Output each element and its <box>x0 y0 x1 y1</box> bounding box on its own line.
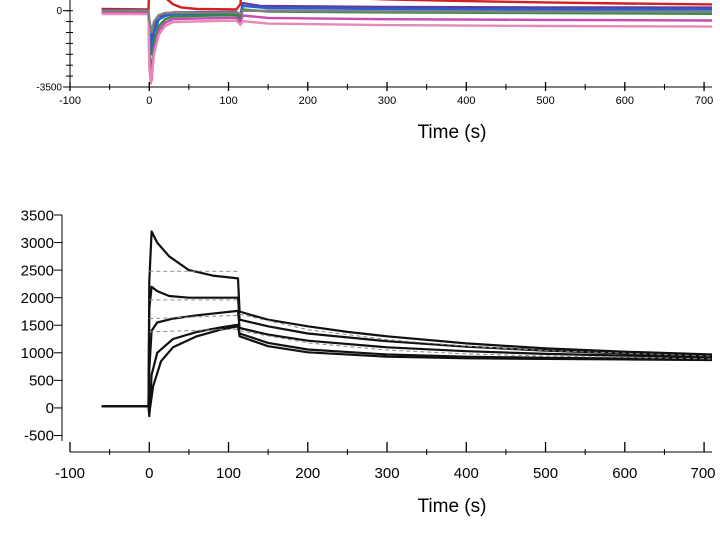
top-x-tick-label: 100 <box>219 95 237 107</box>
bottom-x-axis-title: Time (s) <box>418 496 487 517</box>
bottom-y-ticks: 3500 3000 2500 2000 1500 1000 500 0 -500 <box>21 207 62 445</box>
bottom-x-tick-label: 0 <box>145 465 153 482</box>
top-series-line <box>101 9 713 34</box>
bottom-y-tick-label: 2500 <box>21 262 54 279</box>
bottom-series-line <box>101 323 713 418</box>
bottom-series-line <box>239 313 713 357</box>
bottom-x-tick-label: 500 <box>533 465 558 482</box>
top-x-tick-label: -100 <box>59 95 81 107</box>
top-x-tick-label: 200 <box>299 95 317 107</box>
top-x-ticks: -100 0 100 200 300 400 500 600 700 <box>59 82 713 107</box>
bottom-series-group <box>101 230 713 418</box>
bottom-y-tick-label: 1500 <box>21 317 54 334</box>
top-x-tick-label: 300 <box>378 95 396 107</box>
bottom-x-tick-label: 600 <box>612 465 637 482</box>
bottom-series-line <box>101 230 713 408</box>
bottom-chart: 3500 3000 2500 2000 1500 1000 500 0 -500 -100 0 10… <box>21 207 716 517</box>
bottom-x-tick-label: 200 <box>295 465 320 482</box>
bottom-series-line <box>149 328 239 333</box>
bottom-series-line <box>239 330 713 360</box>
top-series-group <box>101 0 713 85</box>
bottom-x-ticks: -100 0 100 200 300 400 500 600 700 <box>55 442 716 482</box>
bottom-x-tick-label: -100 <box>55 465 85 482</box>
bottom-x-tick-label: 100 <box>216 465 241 482</box>
top-x-tick-label: 500 <box>536 95 554 107</box>
top-x-tick-label: 400 <box>457 95 475 107</box>
bottom-series-line <box>101 325 713 415</box>
bottom-y-tick-label: 2000 <box>21 290 54 307</box>
bottom-y-tick-label: 1000 <box>21 345 54 362</box>
bottom-x-tick-label: 300 <box>375 465 400 482</box>
top-x-tick-label: 0 <box>146 95 152 107</box>
bottom-series-line <box>101 309 713 408</box>
top-x-tick-label: 600 <box>616 95 634 107</box>
bottom-y-tick-label: -500 <box>24 428 54 445</box>
top-x-tick-label: 700 <box>695 95 713 107</box>
top-y-tick-label: 0 <box>56 6 62 17</box>
bottom-y-tick-label: 3500 <box>21 207 54 224</box>
bottom-series-line <box>149 314 239 320</box>
top-y-tick-label: -3500 <box>36 83 62 94</box>
top-series-line <box>101 12 713 85</box>
top-series-line <box>101 0 713 11</box>
bottom-y-tick-label: 500 <box>29 373 54 390</box>
top-series-line <box>101 11 713 82</box>
bottom-y-tick-label: 3000 <box>21 235 54 252</box>
bottom-y-tick-label: 0 <box>46 400 54 417</box>
top-y-ticks: 0 -3500 <box>36 6 73 94</box>
top-chart: 0 -3500 -100 0 100 200 300 400 500 600 700 Time (… <box>36 0 713 143</box>
bottom-x-tick-label: 400 <box>454 465 479 482</box>
bottom-series-line <box>101 285 713 408</box>
top-x-axis-title: Time (s) <box>418 122 487 143</box>
bottom-x-tick-label: 700 <box>690 465 715 482</box>
